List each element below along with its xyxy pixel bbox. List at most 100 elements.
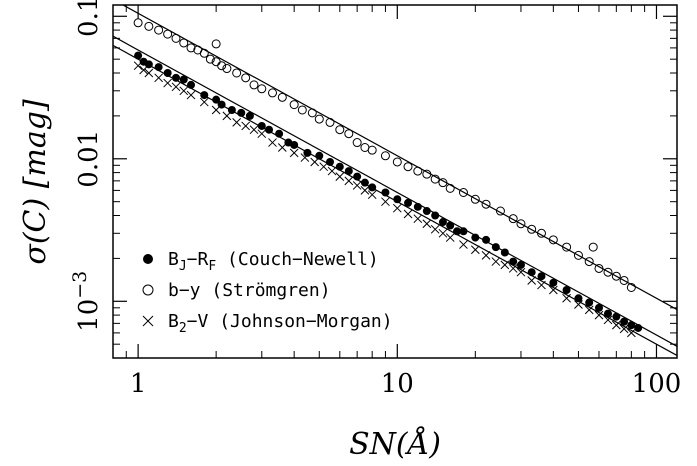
data-point-b: [211, 105, 221, 115]
data-point: [430, 174, 440, 184]
data-point: [459, 227, 468, 236]
x-tick-label: 100: [632, 369, 682, 399]
data-point-b: [403, 209, 413, 219]
data-point-b: [470, 245, 480, 255]
data-point: [171, 33, 181, 43]
data-point: [422, 219, 432, 229]
data-point-b: [222, 111, 232, 121]
data-point-b: [527, 276, 537, 285]
data-point: [495, 206, 505, 216]
data-point: [603, 309, 612, 318]
legend-text-part: b−y: [168, 280, 201, 301]
data-point: [154, 25, 164, 35]
data-point-b: [594, 310, 604, 320]
data-point: [536, 228, 546, 238]
data-point: [482, 235, 491, 244]
data-point: [491, 243, 500, 252]
data-point: [325, 117, 335, 127]
data-point: [516, 260, 525, 269]
data-point: [470, 245, 480, 255]
data-point: [344, 129, 354, 139]
data-point: [163, 29, 173, 39]
data-point: [481, 251, 491, 260]
data-point: [257, 84, 267, 94]
data-point: [537, 280, 546, 290]
data-point-b: [430, 224, 440, 234]
data-point: [199, 97, 209, 107]
data-point-b: [627, 328, 636, 338]
data-point: [594, 303, 603, 312]
legend-text-part: (Johnson−Morgan): [208, 311, 392, 332]
data-point: [500, 248, 509, 257]
data-point: [211, 105, 221, 115]
data-point: [232, 118, 242, 127]
data-point: [144, 21, 154, 31]
data-point: [381, 188, 390, 197]
data-point: [217, 61, 227, 71]
data-point: [199, 48, 209, 58]
data-point: [594, 310, 604, 320]
data-point: [611, 271, 621, 281]
data-point: [491, 257, 501, 266]
data-point-b: [179, 86, 189, 96]
data-point: [277, 143, 287, 152]
data-point-b: [562, 293, 571, 303]
data-point: [453, 227, 462, 236]
data-point: [584, 257, 594, 267]
data-point: [133, 61, 143, 71]
data-point: [211, 39, 221, 49]
data-point: [481, 199, 491, 209]
data-point: [237, 108, 246, 117]
data-point-b: [381, 197, 390, 207]
data-point: [500, 260, 510, 270]
data-point-b: [459, 240, 468, 249]
data-point: [438, 228, 448, 238]
data-point: [241, 73, 251, 83]
data-point-b: [268, 138, 277, 147]
data-point: [326, 157, 335, 166]
data-point: [422, 169, 432, 179]
data-point-b: [392, 203, 402, 213]
data-point-b: [438, 228, 448, 238]
data-point: [297, 105, 307, 115]
data-point: [611, 320, 621, 330]
data-point: [352, 138, 362, 148]
data-point: [327, 166, 337, 176]
data-point-b: [277, 143, 287, 152]
data-point: [445, 233, 455, 242]
legend-subscript: 2: [179, 321, 187, 336]
data-point-b: [335, 172, 345, 181]
data-point-b: [232, 118, 242, 127]
data-point: [620, 317, 629, 326]
data-point: [458, 188, 468, 198]
data-point-b: [171, 82, 181, 92]
data-point-b: [289, 148, 299, 158]
data-point: [367, 190, 377, 200]
data-point: [227, 105, 236, 114]
data-point: [186, 90, 196, 100]
data-point: [562, 293, 571, 303]
data-point: [422, 207, 431, 216]
legend-text-part: −V: [187, 311, 209, 332]
legend-marker: [142, 284, 154, 296]
data-point: [212, 95, 221, 104]
data-point: [179, 86, 189, 96]
data-point-b: [422, 219, 432, 229]
legend-text-part: −R: [187, 249, 209, 270]
data-point: [353, 172, 362, 181]
data-point: [573, 250, 583, 260]
data-point-b: [327, 166, 337, 176]
legend-label: B2−V (Johnson−Morgan): [168, 311, 393, 336]
data-point-b: [344, 176, 354, 186]
data-point: [508, 214, 518, 224]
data-point: [588, 242, 598, 252]
tick-labels: 1 10 100 0.1 0.01 10−3: [69, 0, 681, 399]
x-axis-title: SN(Å): [349, 426, 441, 462]
data-point: [205, 54, 215, 64]
data-point-b: [360, 186, 370, 195]
legend-label: b−y (Strömgren): [168, 280, 331, 301]
data-point: [562, 286, 571, 295]
data-point: [241, 121, 251, 131]
data-point: [446, 221, 455, 230]
data-point: [290, 140, 299, 149]
